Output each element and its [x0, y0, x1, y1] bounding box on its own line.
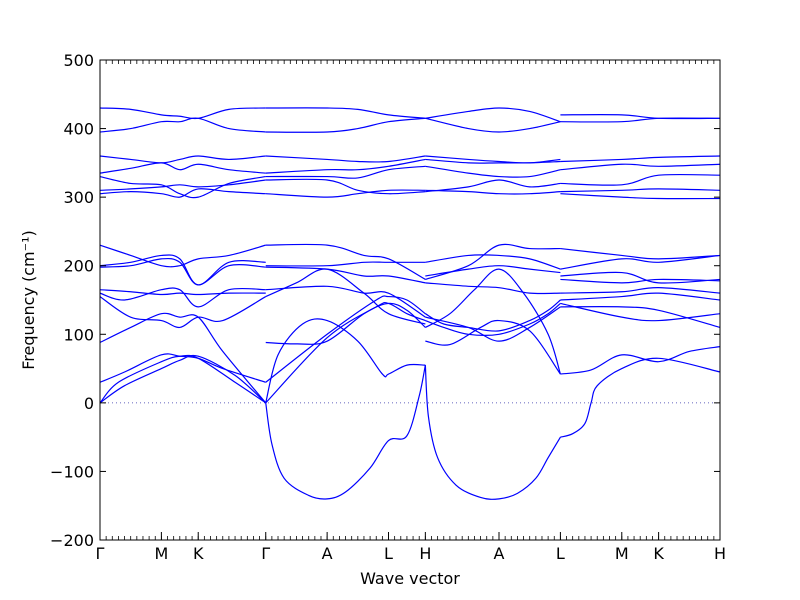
- band-line-56: [560, 287, 721, 294]
- x-tick-label: H: [714, 544, 726, 563]
- band-line-28: [265, 178, 426, 195]
- band-line-10: [99, 188, 266, 198]
- band-line-19: [265, 295, 426, 383]
- band-line-29: [265, 165, 426, 179]
- band-line-25: [265, 243, 426, 280]
- band-line-38: [425, 319, 561, 375]
- band-line-8: [99, 254, 266, 286]
- y-tick-label: 200: [63, 257, 94, 276]
- y-tick-label: 100: [63, 325, 94, 344]
- band-line-67: [560, 114, 721, 120]
- x-tick-label: M: [154, 544, 168, 563]
- band-line-46: [425, 165, 561, 178]
- band-line-31: [265, 155, 426, 163]
- band-line-33: [265, 107, 426, 119]
- band-line-43: [425, 254, 561, 270]
- y-tick-label: −100: [50, 462, 94, 481]
- band-line-57: [560, 278, 721, 284]
- band-line-15: [99, 117, 266, 133]
- band-line-26: [265, 261, 426, 267]
- band-line-53: [560, 302, 721, 322]
- band-line-32: [265, 117, 426, 133]
- band-line-40: [425, 282, 561, 295]
- band-line-17: [265, 365, 426, 500]
- x-tick-label: A: [494, 544, 505, 563]
- band-line-54: [560, 306, 721, 329]
- band-line-37: [425, 268, 561, 375]
- band-line-14: [99, 155, 266, 164]
- band-line-55: [560, 292, 721, 301]
- y-tick-label: 400: [63, 120, 94, 139]
- band-line-44: [425, 189, 561, 195]
- band-line-5: [99, 287, 266, 308]
- band-line-42: [425, 265, 561, 277]
- y-tick-label: 500: [63, 51, 94, 70]
- band-line-60: [560, 247, 721, 260]
- band-line-51: [560, 357, 721, 438]
- tick-group: −200 −100 0 100 200 300 400 500 Γ M K Γ A L H A L M K H: [50, 51, 726, 563]
- band-line-4: [99, 296, 267, 329]
- band-line-24: [265, 266, 426, 284]
- band-line-59: [560, 254, 721, 270]
- band-line-62: [560, 188, 721, 193]
- band-line-34: [424, 365, 561, 500]
- y-tick-label: −200: [50, 531, 94, 550]
- x-tick-label: A: [322, 544, 333, 563]
- band-line-27: [265, 189, 426, 198]
- y-tick-label: 0: [84, 394, 94, 413]
- band-line-18: [265, 301, 426, 404]
- band-line-58: [560, 271, 721, 284]
- x-axis-label: Wave vector: [360, 569, 460, 588]
- x-tick-label: H: [419, 544, 431, 563]
- band-line-21: [265, 302, 426, 345]
- x-tick-label: K: [653, 544, 664, 563]
- band-line-64: [560, 163, 721, 171]
- x-tick-label: L: [384, 544, 393, 563]
- band-line-7: [99, 257, 266, 286]
- band-line-45: [425, 179, 561, 193]
- band-line-3: [99, 312, 267, 404]
- band-line-49: [425, 107, 561, 123]
- x-tick-label: M: [615, 544, 629, 563]
- band-line-52: [560, 346, 721, 375]
- band-line-48: [425, 155, 561, 164]
- plot-content: [99, 107, 721, 500]
- band-line-13: [99, 162, 266, 174]
- x-tick-label: Γ: [96, 544, 105, 563]
- band-line-12: [99, 175, 266, 199]
- band-line-9: [99, 244, 266, 268]
- band-line-22: [265, 268, 426, 325]
- x-tick-label: K: [193, 544, 204, 563]
- band-line-1: [99, 354, 267, 404]
- x-tick-label: Γ: [261, 544, 270, 563]
- band-line-2: [99, 353, 266, 383]
- band-line-36: [425, 299, 561, 332]
- band-line-63: [560, 173, 721, 186]
- band-line-65: [560, 155, 721, 163]
- plot-frame: [99, 59, 721, 541]
- band-line-30: [265, 158, 426, 174]
- band-line-11: [99, 179, 266, 191]
- band-line-16: [99, 107, 266, 120]
- y-tick-label: 300: [63, 188, 94, 207]
- band-line-6: [99, 289, 266, 296]
- band-line-61: [560, 193, 721, 200]
- band-line-50: [425, 117, 561, 133]
- x-tick-label: L: [556, 544, 565, 563]
- y-axis-label: Frequency (cm⁻¹): [19, 230, 38, 369]
- band-line-35: [425, 302, 561, 336]
- band-line-23: [265, 285, 426, 318]
- band-line-39: [425, 306, 561, 342]
